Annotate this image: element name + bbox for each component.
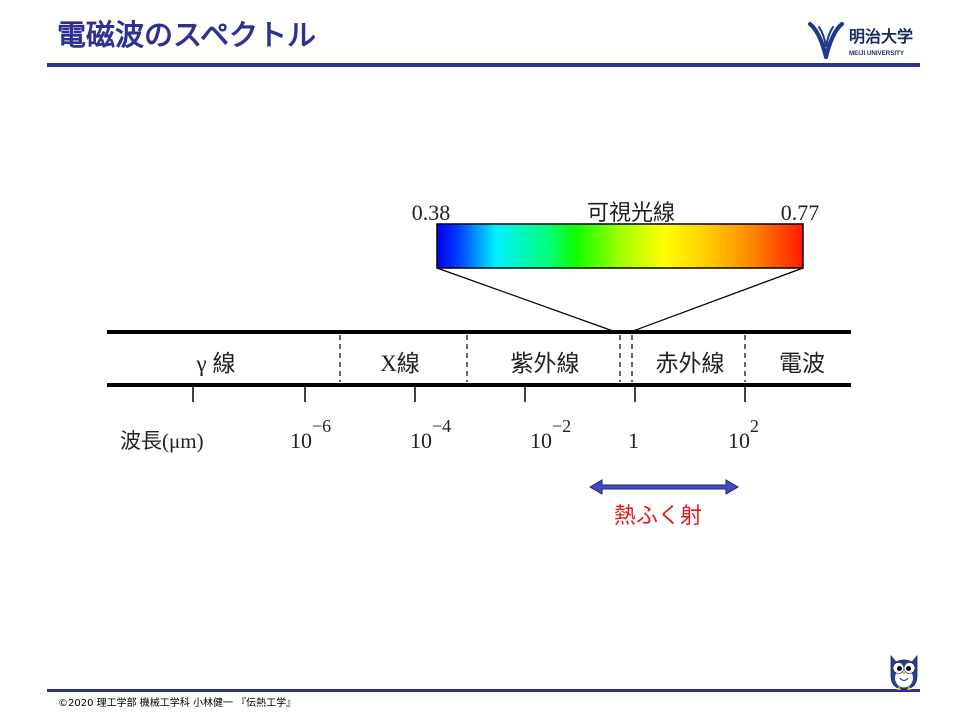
tick-label: 10−6 xyxy=(290,416,331,453)
tick-label: 102 xyxy=(728,416,759,453)
visible-spectrum-bar xyxy=(436,223,804,269)
tick-label-base: 10 xyxy=(290,428,312,453)
footer-copyright: ©2020 理工学部 機械工学科 小林健一 『伝熱工学』 xyxy=(58,698,297,709)
visible-max-label: 0.77 xyxy=(781,200,820,225)
visible-zoom-line-right xyxy=(632,267,804,332)
thermal-radiation-label: 熱ふく射 xyxy=(614,504,702,529)
band-label-radio: 電波 xyxy=(779,351,825,376)
band-label-gamma: γ 線 xyxy=(196,351,236,376)
owl-mascot-icon xyxy=(890,654,918,690)
tick-label-base: 10 xyxy=(530,428,552,453)
tick-label-exponent: −6 xyxy=(312,416,331,436)
tick-label-exponent: 2 xyxy=(750,416,759,436)
visible-zoom-line-left xyxy=(436,267,614,332)
tick-label-base: 1 xyxy=(628,428,639,453)
tick-label-base: 10 xyxy=(728,428,750,453)
header-rule xyxy=(47,63,920,67)
visible-light-label: 可視光線 xyxy=(587,200,675,225)
logo-name-ja: 明治大学 xyxy=(849,27,914,46)
tick-label-base: 10 xyxy=(410,428,432,453)
double-headed-arrow-icon xyxy=(589,479,739,495)
page-title: 電磁波のスペクトル xyxy=(57,18,316,52)
wavelength-axis-label: 波長(μm) xyxy=(120,429,204,453)
tick-label: 10−4 xyxy=(410,416,451,453)
band-label-ultraviolet: 紫外線 xyxy=(511,351,580,376)
footer-rule xyxy=(47,689,920,692)
tick-label: 1 xyxy=(628,428,639,453)
tick-label-exponent: −4 xyxy=(432,416,451,436)
tick-label-exponent: −2 xyxy=(552,416,571,436)
tick-label: 10−2 xyxy=(530,416,571,453)
logo-name-en: MEIJI UNIVERSITY xyxy=(849,50,905,57)
visible-min-label: 0.38 xyxy=(412,200,451,225)
band-label-xray: X線 xyxy=(380,351,420,376)
meiji-university-mark-icon xyxy=(807,21,845,60)
band-label-infrared: 赤外線 xyxy=(656,351,725,376)
